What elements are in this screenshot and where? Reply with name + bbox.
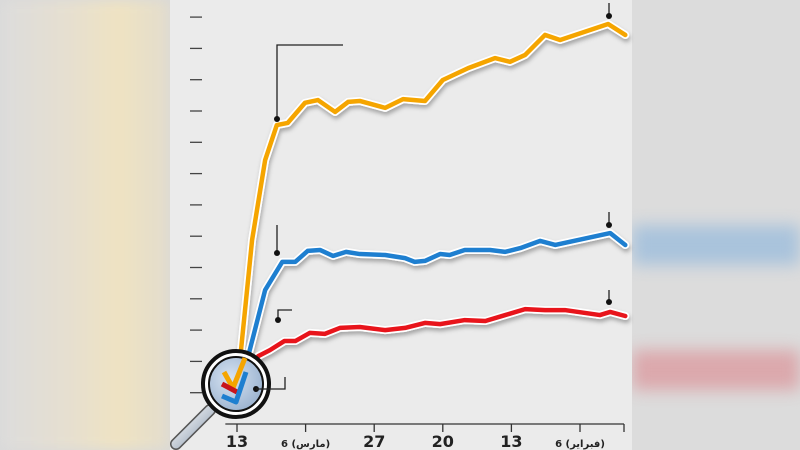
blue-end-dot: [606, 222, 612, 228]
blurred-background-left: [0, 0, 170, 450]
orange-start-dot: [274, 116, 280, 122]
magnifier-icon: [170, 349, 286, 450]
x-tick-label: 20: [432, 432, 454, 450]
blue-start-dot: [274, 250, 280, 256]
red-end-dot: [606, 299, 612, 305]
x-tick-label: 6 (فبراير): [555, 439, 605, 450]
x-tick-label: 27: [363, 432, 385, 450]
orange-callout-line: [276, 44, 343, 119]
blurred-red-band: [632, 350, 800, 390]
blurred-blue-band: [632, 225, 800, 265]
orange-series-line: [234, 21, 628, 393]
red-callout-line: [277, 309, 292, 320]
red-series-line: [234, 306, 628, 398]
annotation-leaders: [276, 3, 610, 320]
x-tick-label: 13: [500, 432, 522, 450]
y-axis-ticks: [190, 16, 202, 394]
orange-series-outline: [233, 19, 630, 394]
x-tick-label: 6 (مارس): [281, 439, 330, 450]
red-start-dot: [275, 317, 281, 323]
x-axis: [225, 423, 625, 432]
x-tick-label: 13: [226, 432, 248, 450]
orange-end-dot: [606, 13, 612, 19]
